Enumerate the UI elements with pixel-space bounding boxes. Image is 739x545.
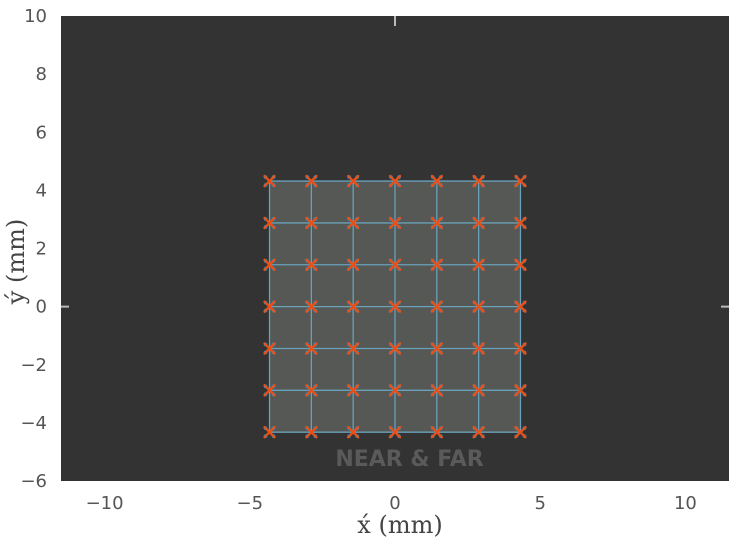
far-marker bbox=[263, 174, 276, 188]
far-marker bbox=[514, 216, 527, 230]
x-tick-label: −10 bbox=[86, 493, 124, 514]
far-marker bbox=[346, 216, 360, 230]
y-axis-label: ý (mm) bbox=[2, 219, 30, 305]
far-marker bbox=[346, 384, 360, 397]
marker-layer bbox=[263, 174, 527, 439]
far-marker bbox=[346, 342, 360, 355]
far-marker bbox=[263, 425, 276, 439]
far-marker bbox=[346, 258, 360, 271]
far-marker bbox=[263, 300, 276, 313]
far-marker bbox=[388, 384, 402, 397]
x-tick-label: −5 bbox=[237, 493, 264, 514]
frame-tick-layer bbox=[61, 16, 729, 308]
y-tick-label: 6 bbox=[36, 122, 47, 143]
far-marker bbox=[472, 384, 485, 397]
far-marker bbox=[472, 342, 485, 355]
y-tick-label: −2 bbox=[20, 355, 47, 376]
x-tick-label: 10 bbox=[674, 493, 697, 514]
far-marker bbox=[305, 258, 318, 271]
far-marker bbox=[514, 174, 527, 188]
far-marker bbox=[388, 342, 402, 355]
far-marker bbox=[305, 300, 318, 313]
far-marker bbox=[305, 174, 318, 188]
far-marker bbox=[263, 342, 276, 355]
y-tick-label: 0 bbox=[36, 297, 47, 318]
far-marker bbox=[430, 384, 444, 397]
far-marker bbox=[388, 258, 402, 271]
far-marker bbox=[514, 300, 527, 313]
far-marker bbox=[430, 258, 444, 271]
x-tick-label: 5 bbox=[534, 493, 545, 514]
far-marker bbox=[514, 342, 527, 355]
y-tick-label: −6 bbox=[20, 471, 47, 492]
far-marker bbox=[388, 174, 402, 188]
far-marker bbox=[305, 342, 318, 355]
far-marker bbox=[346, 425, 360, 439]
far-marker bbox=[346, 174, 360, 188]
y-tick-label: 4 bbox=[36, 180, 47, 201]
far-marker bbox=[346, 300, 360, 313]
x-axis-label: x́ (mm) bbox=[357, 511, 442, 539]
y-tick-label: 8 bbox=[36, 64, 47, 85]
far-marker bbox=[305, 216, 318, 230]
far-marker bbox=[472, 174, 485, 188]
far-marker bbox=[514, 384, 527, 397]
x-axis: −10 −5 0 5 10 bbox=[86, 493, 697, 514]
far-marker bbox=[263, 216, 276, 230]
far-marker bbox=[514, 425, 527, 439]
y-tick-label: 10 bbox=[24, 6, 47, 27]
far-marker bbox=[430, 216, 444, 230]
y-axis: −6 −4 −2 0 2 4 6 8 10 bbox=[20, 6, 47, 492]
far-marker bbox=[430, 425, 444, 439]
far-marker bbox=[472, 258, 485, 271]
watermark-label: NEAR & FAR bbox=[335, 447, 483, 472]
far-marker bbox=[472, 300, 485, 313]
far-marker bbox=[305, 384, 318, 397]
far-marker bbox=[430, 342, 444, 355]
y-tick-label: 2 bbox=[36, 239, 47, 260]
far-marker bbox=[263, 258, 276, 271]
far-marker bbox=[472, 425, 485, 439]
far-marker bbox=[305, 425, 318, 439]
far-marker bbox=[263, 384, 276, 397]
far-marker bbox=[430, 174, 444, 188]
x-tick-label: 0 bbox=[389, 493, 400, 514]
far-marker bbox=[388, 300, 402, 313]
far-marker bbox=[430, 300, 444, 313]
far-marker bbox=[388, 216, 402, 230]
far-marker bbox=[472, 216, 485, 230]
far-marker bbox=[388, 425, 402, 439]
y-tick-label: −4 bbox=[20, 413, 47, 434]
far-marker bbox=[514, 258, 527, 271]
